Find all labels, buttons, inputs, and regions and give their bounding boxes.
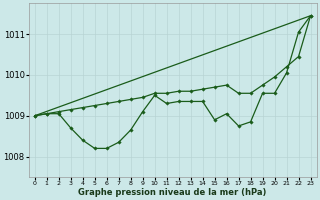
X-axis label: Graphe pression niveau de la mer (hPa): Graphe pression niveau de la mer (hPa): [78, 188, 267, 197]
